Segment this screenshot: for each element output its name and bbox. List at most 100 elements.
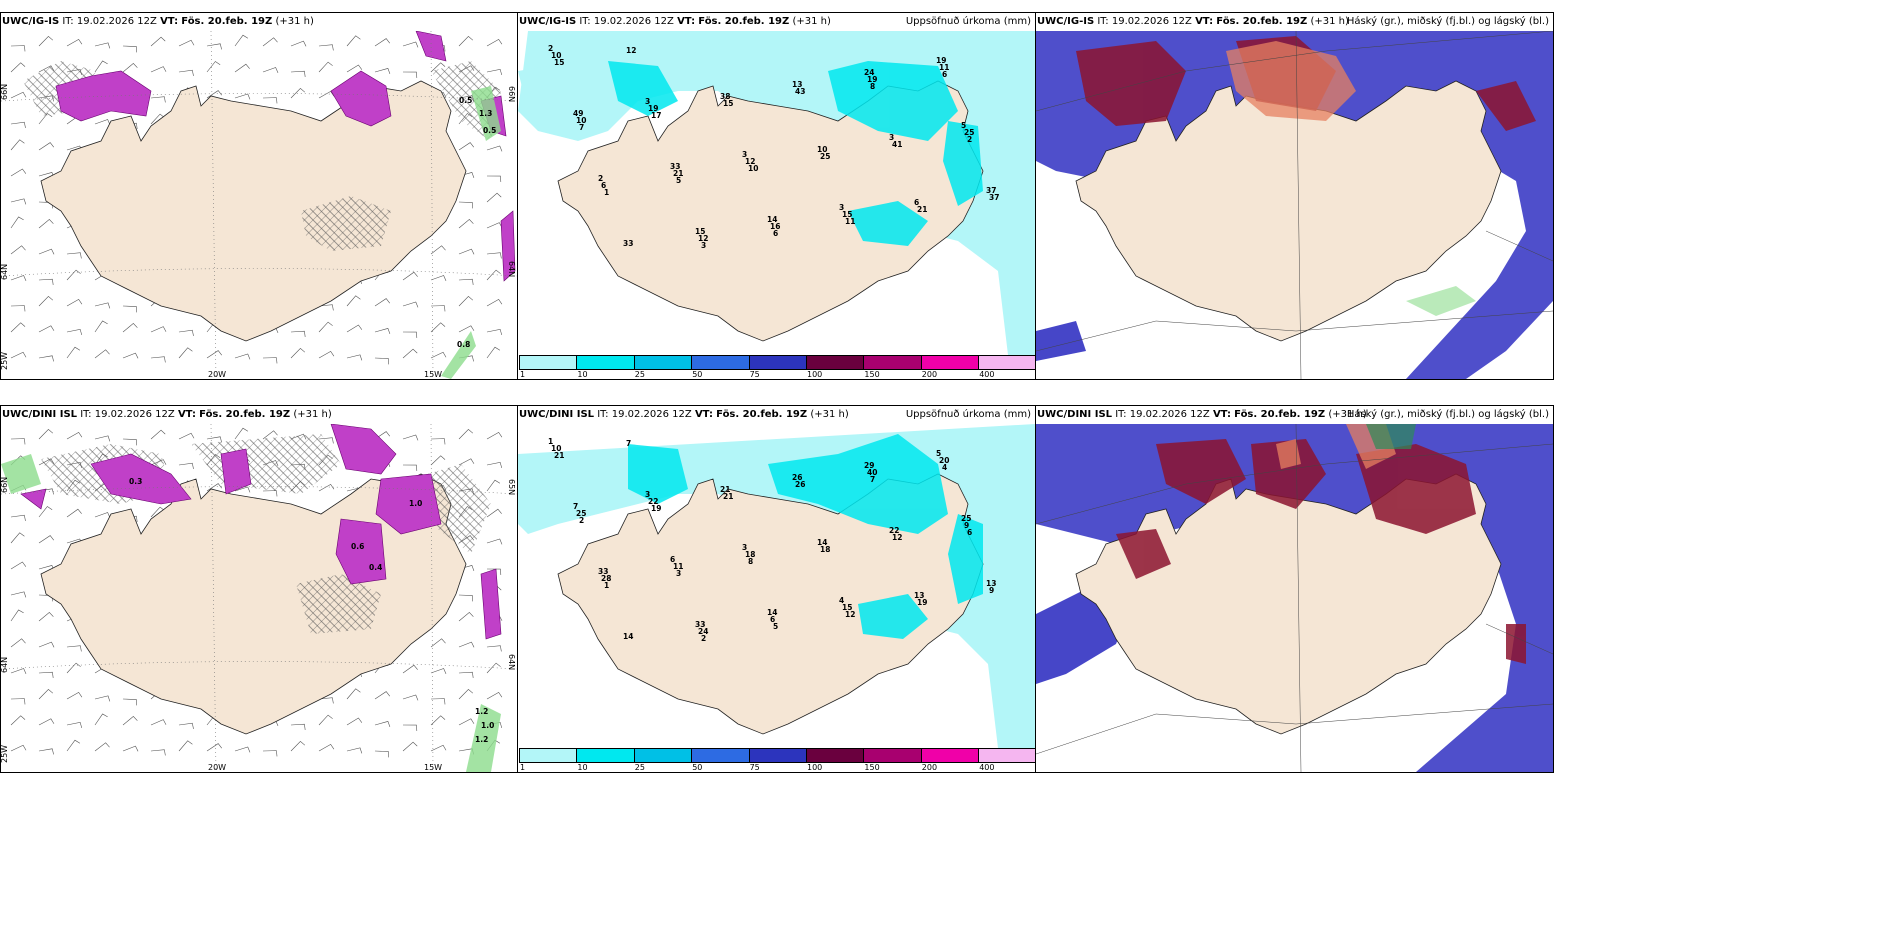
wind-barb bbox=[38, 296, 54, 307]
precip-value: 49 bbox=[573, 109, 583, 118]
lat-label-66n: 66N bbox=[1, 477, 9, 493]
wind-barb bbox=[94, 742, 110, 752]
wind-barb bbox=[10, 438, 26, 445]
legend-swatch bbox=[920, 355, 980, 370]
precip-value: 12 bbox=[698, 234, 708, 243]
value-label: 1.2 bbox=[475, 735, 488, 744]
mid-cloud-areas bbox=[1226, 41, 1356, 121]
precip-value: 5 bbox=[676, 176, 681, 185]
precip-value: 1 bbox=[604, 581, 609, 590]
lat-label-66n-right: 66N bbox=[507, 86, 516, 102]
wind-barb bbox=[10, 668, 27, 674]
precip-value: 25 bbox=[961, 514, 971, 523]
wind-barb bbox=[262, 357, 278, 364]
precip-value: 25 bbox=[576, 509, 586, 518]
wind-barb bbox=[262, 430, 278, 440]
wind-barb bbox=[458, 296, 474, 307]
wind-barb bbox=[66, 508, 82, 518]
wind-barb bbox=[486, 691, 503, 700]
wind-barb bbox=[318, 44, 334, 51]
green-area bbox=[1366, 424, 1416, 449]
wind-barb bbox=[402, 331, 418, 338]
wind-barb bbox=[290, 741, 306, 752]
precip-value: 3 bbox=[742, 150, 747, 159]
precip-value: 28 bbox=[601, 574, 611, 583]
precip-value: 33 bbox=[670, 162, 680, 171]
wind-barb bbox=[402, 664, 418, 674]
precip-value: 1 bbox=[604, 188, 609, 197]
precip-value: 4 bbox=[839, 596, 844, 605]
wind-barb bbox=[458, 458, 475, 466]
value-label: 0.4 bbox=[369, 563, 382, 572]
precip-value: 12 bbox=[745, 157, 755, 166]
wind-barb bbox=[430, 744, 447, 752]
precip-value: 2 bbox=[967, 135, 972, 144]
legend-swatch bbox=[691, 355, 750, 370]
precip-value: 11 bbox=[939, 63, 949, 72]
wind-barb bbox=[346, 354, 363, 361]
lon-label-15w: 15W bbox=[424, 370, 442, 379]
precip-value: 13 bbox=[792, 80, 802, 89]
lon-label-25w: 25W bbox=[1, 745, 9, 763]
wind-barb bbox=[150, 429, 166, 440]
precip-mid-areas bbox=[608, 61, 983, 246]
green-area bbox=[1406, 286, 1476, 316]
wind-barb bbox=[402, 694, 419, 701]
value-label: 1.0 bbox=[481, 721, 494, 730]
precip-value: 7 bbox=[870, 475, 875, 484]
legend-swatch bbox=[519, 355, 578, 370]
value-label: 0.3 bbox=[129, 477, 142, 486]
precip-value: 22 bbox=[648, 497, 658, 506]
wind-barb bbox=[150, 36, 166, 47]
wind-barb bbox=[458, 612, 474, 622]
wind-barb bbox=[458, 594, 473, 602]
wind-barb bbox=[10, 275, 27, 281]
wind-barb bbox=[10, 305, 26, 312]
wind-barb bbox=[486, 508, 502, 518]
wind-barb bbox=[486, 645, 502, 652]
lat-lon-grid bbox=[1036, 31, 1553, 379]
wind-barb bbox=[458, 325, 475, 333]
wind-barb bbox=[458, 36, 474, 47]
wind-barb bbox=[94, 302, 111, 309]
low-cloud-area bbox=[1036, 321, 1086, 361]
wind-barb bbox=[94, 119, 111, 125]
precip-value: 10 bbox=[748, 164, 758, 173]
precip-value: 24 bbox=[864, 68, 874, 77]
wind-barb bbox=[94, 713, 108, 726]
wind-map: 66N 64N 25W 20W 15W 65N 64N 1.2 1.0 1.2 … bbox=[1, 424, 517, 772]
precip-value: 6 bbox=[942, 70, 947, 79]
wind-barb bbox=[66, 431, 83, 440]
wind-barb bbox=[38, 36, 54, 47]
wind-barb bbox=[318, 321, 333, 333]
wind-barb bbox=[234, 427, 249, 440]
wind-barb bbox=[122, 745, 139, 752]
legend-tick: 10 bbox=[577, 370, 588, 379]
wind-barb bbox=[178, 722, 194, 730]
precip-value: 20 bbox=[939, 456, 949, 465]
precip-value: 3 bbox=[676, 569, 681, 578]
wind-barb bbox=[10, 139, 25, 151]
precip-value: 15 bbox=[842, 210, 852, 219]
wind-barb bbox=[10, 45, 26, 52]
panel-header: UWC/IG-IS IT: 19.02.2026 12Z VT: Fös. 20… bbox=[1037, 16, 1549, 27]
panel-bottom-wind: UWC/DINI ISL IT: 19.02.2026 12Z VT: Fös.… bbox=[0, 405, 518, 773]
wind-barb bbox=[66, 645, 82, 652]
precip-value: 3 bbox=[701, 241, 706, 250]
wind-barb bbox=[430, 438, 446, 445]
wind-barb bbox=[374, 750, 389, 758]
legend-swatch bbox=[519, 748, 578, 763]
wind-barb bbox=[346, 717, 363, 726]
legend-tick: 75 bbox=[749, 370, 760, 379]
wind-barb bbox=[206, 350, 223, 359]
legend-tick: 75 bbox=[749, 763, 760, 772]
precip-value: 7 bbox=[579, 123, 584, 132]
wind-barb bbox=[178, 432, 195, 440]
wind-barb bbox=[178, 69, 194, 77]
wind-barb bbox=[262, 67, 279, 73]
wind-barb bbox=[318, 483, 335, 492]
wind-barb bbox=[486, 479, 501, 492]
precip-value: 5 bbox=[773, 622, 778, 631]
wind-barb bbox=[122, 698, 137, 706]
wind-barb bbox=[10, 91, 27, 99]
